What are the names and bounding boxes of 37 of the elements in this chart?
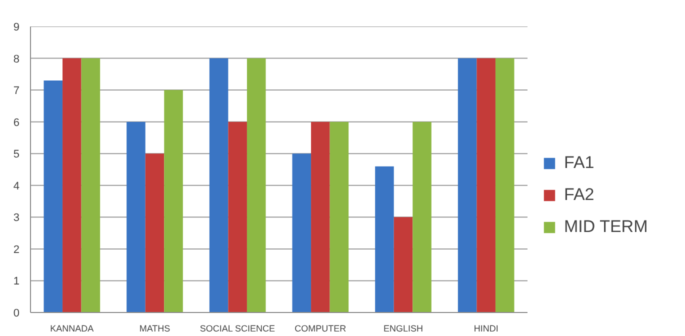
legend-label: FA2 [564, 185, 596, 205]
y-tick-label: 1 [13, 276, 20, 288]
y-tick-label: 3 [13, 212, 20, 224]
bar [246, 58, 266, 312]
bar [164, 90, 183, 312]
bar [44, 80, 63, 312]
x-tick-label: HINDI [474, 324, 498, 334]
y-tick-label: 2 [13, 244, 20, 256]
bar [476, 58, 496, 312]
bar [311, 122, 330, 312]
bar [209, 58, 228, 312]
bar [126, 122, 146, 312]
legend-label: MID TERM [564, 217, 649, 237]
x-tick-label: MATHS [139, 324, 170, 334]
x-tick-label: SOCIAL SCIENCE [200, 324, 276, 334]
bar [292, 154, 312, 312]
y-tick-label: 9 [13, 22, 20, 34]
y-tick-label: 0 [13, 308, 20, 320]
bar [394, 217, 413, 312]
bar [228, 122, 247, 312]
x-tick-label: KANNADA [50, 324, 94, 334]
y-tick-label: 4 [13, 180, 20, 192]
legend-label: FA1 [564, 153, 596, 173]
bar [81, 58, 100, 312]
y-tick-label: 8 [13, 53, 20, 66]
bar [495, 58, 514, 312]
bar [458, 58, 477, 312]
y-tick-label: 6 [13, 116, 20, 129]
y-tick-label: 7 [13, 85, 20, 98]
bar [330, 122, 349, 312]
bar [412, 122, 432, 312]
y-tick-label: 5 [13, 148, 20, 161]
x-tick-label: COMPUTER [294, 324, 347, 334]
bar [145, 154, 164, 312]
bar [375, 166, 394, 312]
x-tick-label: ENGLISH [383, 324, 424, 334]
bar [62, 58, 82, 312]
